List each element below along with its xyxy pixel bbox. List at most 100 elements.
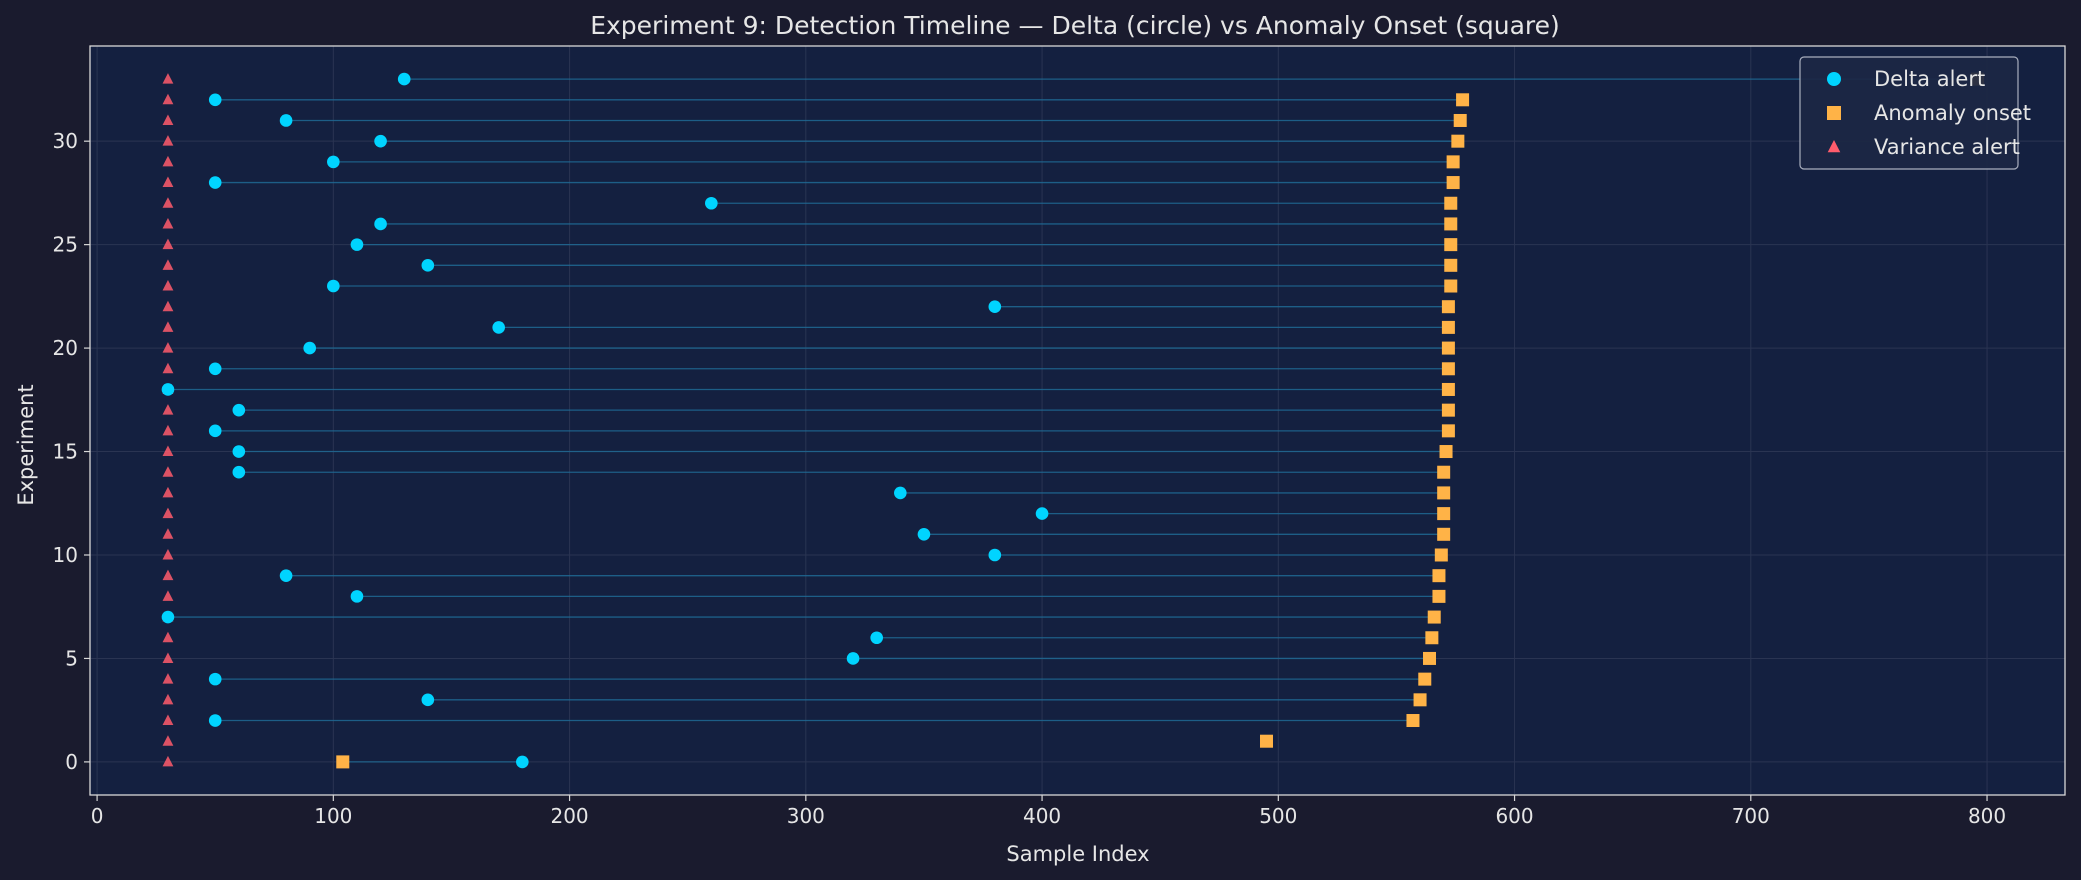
variance-alert-marker — [162, 155, 174, 167]
anomaly-onset-marker — [1434, 548, 1448, 562]
delta-alert-marker — [988, 548, 1002, 562]
anomaly-onset-marker — [1259, 734, 1273, 748]
anomaly-onset-marker — [1444, 238, 1458, 252]
anomaly-onset-marker — [1413, 693, 1427, 707]
anomaly-onset-marker — [1441, 382, 1455, 396]
variance-alert-marker — [162, 507, 174, 519]
anomaly-onset-marker — [1441, 403, 1455, 417]
x-tick-label: 200 — [550, 804, 588, 828]
variance-alert-marker — [162, 424, 174, 436]
y-tick-label: 10 — [53, 543, 78, 567]
variance-alert-marker — [162, 300, 174, 312]
anomaly-onset-marker — [1444, 279, 1458, 293]
legend-delta-icon — [1827, 72, 1841, 86]
legend: Delta alert Anomaly onset Variance alert — [1799, 56, 2031, 170]
delta-alert-marker — [208, 176, 222, 189]
delta-alert-marker — [279, 569, 293, 582]
anomaly-onset-marker — [1453, 113, 1467, 127]
delta-alert-marker — [870, 631, 883, 645]
anomaly-onset-marker — [1451, 134, 1465, 148]
variance-alert-marker — [162, 445, 174, 457]
delta-alert-marker — [161, 383, 175, 396]
variance-alert-marker — [162, 73, 174, 84]
variance-alert-marker — [162, 590, 174, 601]
delta-alert-marker — [705, 196, 718, 210]
delta-alert-marker — [232, 465, 246, 479]
anomaly-onset-marker — [1432, 589, 1446, 603]
anomaly-onset-marker — [1444, 258, 1458, 272]
x-axis-label: Sample Index — [1006, 842, 1149, 866]
y-axis-ticks: 0 5 10 15 20 25 30 — [53, 129, 90, 774]
variance-alert-marker — [162, 217, 174, 229]
chart-title: Experiment 9: Detection Timeline — Delta… — [590, 11, 1560, 40]
y-tick-label: 5 — [65, 646, 78, 670]
plot-frame — [89, 45, 2066, 796]
variance-alert-marker — [162, 466, 174, 477]
y-tick-label: 0 — [65, 750, 78, 774]
legend-variance-label: Variance alert — [1874, 135, 2020, 159]
variance-alert-marker — [162, 652, 174, 663]
variance-alert-marker — [162, 238, 174, 250]
anomaly-onset-marker — [1437, 507, 1451, 521]
variance-alert-marker — [162, 714, 174, 726]
legend-delta-label: Delta alert — [1874, 67, 1985, 91]
anomaly-onset-marker — [1439, 445, 1453, 459]
variance-alert-marker — [162, 486, 174, 498]
delta-alert-marker — [327, 279, 340, 293]
x-tick-label: 400 — [1023, 804, 1061, 828]
x-tick-label: 100 — [314, 804, 352, 828]
variance-alert-marker — [162, 114, 174, 125]
delta-alert-marker — [303, 341, 317, 355]
delta-alert-marker — [421, 693, 435, 707]
delta-alert-marker — [232, 403, 246, 417]
delta-alert-marker — [894, 486, 907, 500]
delta-alert-marker — [917, 527, 931, 541]
delta-alert-marker — [492, 321, 506, 334]
delta-alert-marker — [208, 714, 222, 727]
variance-alert-marker — [162, 176, 174, 188]
y-tick-label: 15 — [53, 440, 78, 464]
variance-alert-marker — [162, 631, 174, 643]
delta-alert-marker — [208, 362, 222, 376]
delta-alert-marker — [161, 610, 175, 624]
x-tick-label: 600 — [1495, 804, 1533, 828]
delta-alert-marker — [327, 155, 340, 169]
variance-alert-marker — [162, 528, 174, 539]
variance-alert-marker — [162, 197, 174, 208]
variance-alert-marker — [162, 321, 174, 332]
delta-alert-marker — [208, 93, 222, 107]
variance-alert-marker — [162, 569, 174, 581]
delta-alert-marker — [350, 238, 364, 251]
x-tick-label: 500 — [1259, 804, 1297, 828]
delta-alert-marker — [279, 114, 293, 127]
anomaly-onset-marker — [1418, 672, 1432, 686]
x-tick-label: 800 — [1968, 804, 2006, 828]
anomaly-onset-marker — [1437, 465, 1451, 479]
anomaly-onset-marker — [1427, 610, 1441, 624]
legend-box — [1799, 56, 2019, 170]
delta-alert-marker — [232, 445, 246, 458]
anomaly-onset-marker — [1425, 631, 1439, 645]
delta-alert-marker — [846, 652, 860, 665]
variance-alert-marker — [162, 362, 174, 374]
variance-alert-marker — [162, 93, 174, 105]
anomaly-onset-marker — [1444, 217, 1458, 231]
delta-alert-marker — [1035, 507, 1049, 520]
y-axis-label: Experiment — [14, 384, 38, 505]
anomaly-onset-marker — [1441, 300, 1455, 314]
variance-alert-marker — [162, 135, 174, 146]
anomaly-onset-marker — [1437, 486, 1451, 500]
connector-lines — [167, 78, 1978, 763]
delta-alert-marker — [374, 217, 387, 231]
delta-alert-marker — [374, 134, 387, 148]
anomaly-onset-marker — [336, 755, 350, 769]
variance-alert-marker — [162, 259, 174, 270]
delta-alert-marker — [397, 72, 411, 86]
anomaly-onset-marker — [1441, 362, 1455, 376]
delta-alert-marker — [421, 259, 435, 272]
x-tick-label: 0 — [91, 804, 104, 828]
variance-alert-marker — [162, 404, 174, 415]
y-tick-label: 25 — [53, 233, 78, 257]
plot-area — [90, 46, 2065, 795]
